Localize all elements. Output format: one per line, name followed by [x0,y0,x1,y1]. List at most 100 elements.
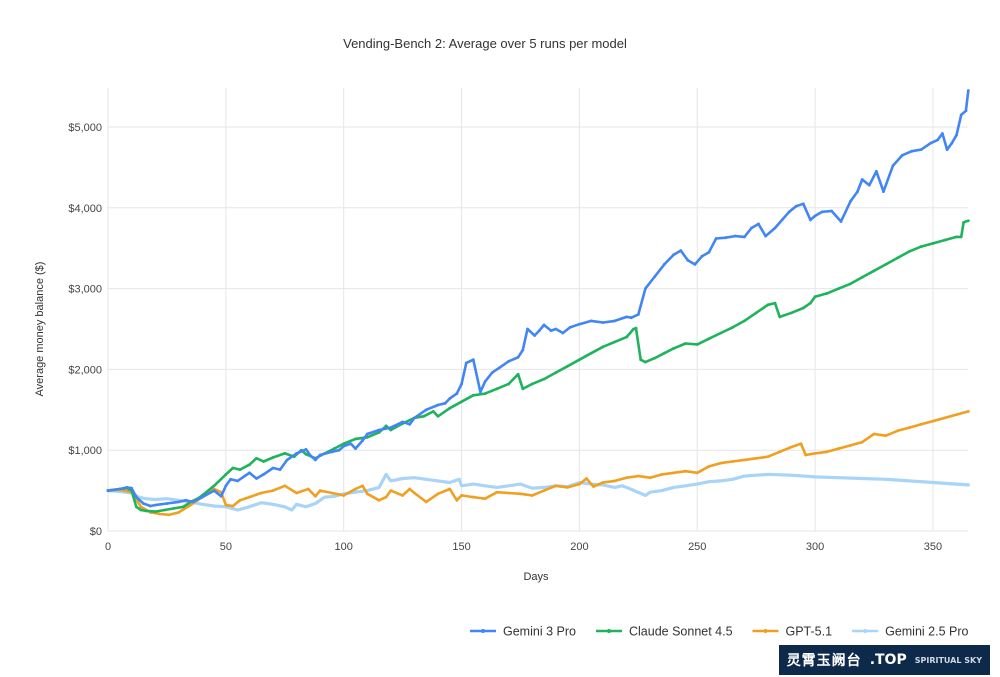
data-point-gemini-3-pro [130,486,133,490]
data-point-gemini-2-5-pro [389,479,393,483]
data-point-gemini-3-pro [342,444,346,448]
data-point-gemini-2-5-pro [248,505,251,509]
x-tick-label: 150 [452,541,470,553]
x-tick-label: 50 [220,541,232,553]
data-point-gpt-5-1 [731,460,735,463]
data-point-gemini-2-5-pro [660,489,664,492]
data-point-gemini-3-pro [278,468,282,471]
x-tick-label: 200 [570,541,588,553]
legend-item-gpt-5-1[interactable]: GPT-5.1 [752,625,833,639]
legend-item-claude-sonnet-4-5[interactable]: Claude Sonnet 4.5 [596,625,733,639]
data-point-gpt-5-1 [483,497,487,501]
y-axis-label: Average money balance ($) [34,262,46,397]
data-point-gemini-3-pro [856,190,859,194]
data-point-gemini-3-pro [212,489,216,492]
data-point-gemini-2-5-pro [413,476,416,480]
data-point-gemini-2-5-pro [332,494,336,498]
data-point-claude-sonnet-4-5 [801,306,805,310]
data-point-claude-sonnet-4-5 [837,287,841,290]
data-point-claude-sonnet-4-5 [907,250,911,253]
data-point-claude-sonnet-4-5 [719,331,723,335]
data-point-gemini-2-5-pro [707,480,711,484]
data-point-gemini-3-pro [882,190,885,194]
data-point-gemini-3-pro [801,202,805,206]
data-point-claude-sonnet-4-5 [955,235,958,239]
data-point-gpt-5-1 [455,498,459,502]
data-point-claude-sonnet-4-5 [613,340,617,344]
data-point-gpt-5-1 [530,494,534,497]
legend-item-gemini-2-5-pro[interactable]: Gemini 2.5 Pro [852,625,969,639]
data-point-claude-sonnet-4-5 [808,301,812,305]
data-point-gemini-2-5-pro [742,474,746,478]
data-point-gpt-5-1 [424,500,428,504]
data-point-gemini-3-pro [955,133,958,137]
data-point-gemini-2-5-pro [643,494,647,497]
data-point-gpt-5-1 [966,410,970,413]
data-point-gemini-2-5-pro [955,482,958,486]
data-point-gpt-5-1 [955,413,958,417]
data-point-gemini-3-pro [945,148,949,152]
legend-item-gemini-3-pro[interactable]: Gemini 3 Pro [470,625,576,639]
data-point-gpt-5-1 [507,491,511,495]
data-point-gpt-5-1 [672,471,676,475]
data-point-gpt-5-1 [684,469,687,473]
data-point-gemini-2-5-pro [153,498,157,501]
data-point-gemini-3-pro [443,401,447,405]
data-point-gemini-2-5-pro [460,484,463,488]
data-point-claude-sonnet-4-5 [231,466,235,470]
data-point-gemini-3-pro [526,327,529,331]
x-tick-label: 350 [924,541,942,553]
data-point-gemini-3-pro [318,453,322,457]
data-point-gemini-3-pro [693,262,697,266]
data-point-gemini-3-pro [613,319,617,323]
data-point-gemini-3-pro [184,498,188,502]
data-point-claude-sonnet-4-5 [460,400,463,404]
data-point-gemini-3-pro [867,183,871,187]
data-point-gemini-3-pro [304,447,308,451]
data-point-gemini-3-pro [724,236,727,240]
data-point-gpt-5-1 [585,477,588,480]
data-point-gpt-5-1 [448,487,452,491]
data-point-claude-sonnet-4-5 [153,510,157,514]
data-point-claude-sonnet-4-5 [589,351,593,355]
data-point-gemini-3-pro [483,380,487,383]
data-point-gemini-3-pro [377,428,381,432]
data-point-gemini-3-pro [106,489,110,492]
data-point-gemini-3-pro [408,422,412,426]
data-point-claude-sonnet-4-5 [483,392,487,396]
data-point-claude-sonnet-4-5 [639,358,643,362]
data-point-claude-sonnet-4-5 [566,364,570,368]
data-point-claude-sonnet-4-5 [224,473,228,476]
data-point-gemini-3-pro [224,484,228,488]
data-point-claude-sonnet-4-5 [634,326,638,330]
series-line-gemini-3-pro [106,89,970,508]
data-point-gemini-3-pro [248,471,251,475]
data-point-gemini-3-pro [361,439,364,442]
data-point-gemini-2-5-pro [259,501,263,505]
series-line-gemini-2-5-pro [106,472,970,512]
data-point-gemini-3-pro [349,442,353,446]
data-point-gpt-5-1 [790,445,793,449]
data-point-gemini-2-5-pro [483,484,487,488]
data-point-claude-sonnet-4-5 [625,335,628,339]
data-point-gemini-2-5-pro [165,497,169,501]
data-point-gemini-3-pro [773,226,777,230]
data-point-claude-sonnet-4-5 [139,508,143,512]
data-point-gemini-3-pro [891,164,895,168]
data-point-claude-sonnet-4-5 [144,509,148,513]
data-point-gpt-5-1 [804,453,808,457]
data-point-gemini-3-pro [561,331,565,335]
data-point-claude-sonnet-4-5 [436,414,440,418]
data-point-claude-sonnet-4-5 [943,238,947,242]
data-point-gemini-3-pro [780,218,784,222]
data-point-claude-sonnet-4-5 [707,337,711,341]
data-point-gemini-3-pro [700,254,704,258]
data-point-claude-sonnet-4-5 [431,410,435,413]
data-point-claude-sonnet-4-5 [849,282,852,286]
data-point-gemini-3-pro [707,250,711,254]
data-point-gemini-3-pro [533,334,537,337]
data-point-claude-sonnet-4-5 [684,342,687,345]
data-point-gemini-2-5-pro [384,473,388,476]
data-point-gemini-3-pro [255,477,258,480]
data-point-gpt-5-1 [519,492,522,496]
